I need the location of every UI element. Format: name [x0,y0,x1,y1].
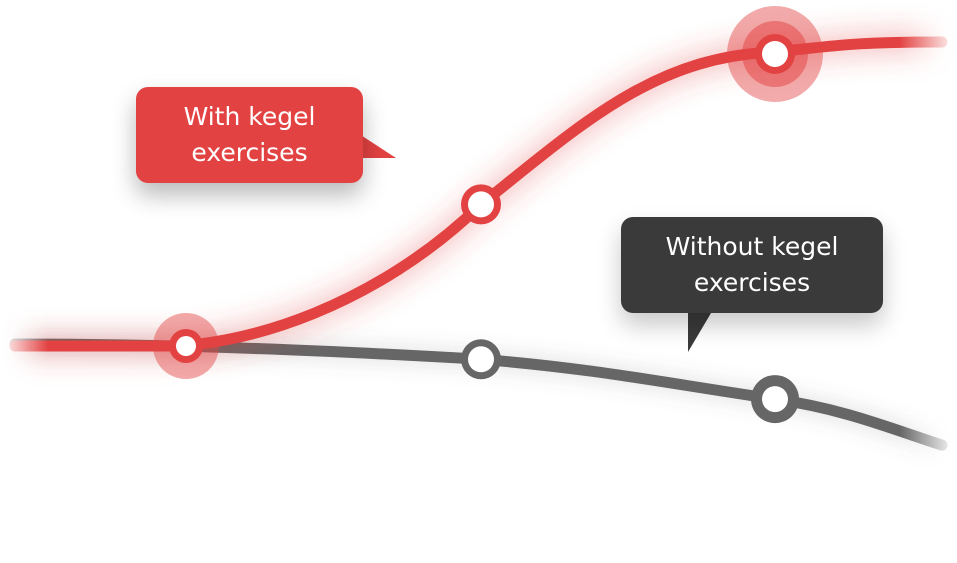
series-line-with-kegel [9,36,948,352]
data-point-with-kegel [176,336,196,356]
series-label-without-kegel: Without kegel exercises [621,217,883,313]
data-point-without-kegel [762,386,788,413]
callout-without-tail [688,308,714,352]
data-point-with-kegel [468,191,494,218]
data-point-without-kegel [468,346,494,373]
series-label-with-kegel: With kegel exercises [136,87,363,183]
data-point-with-kegel [762,40,788,67]
